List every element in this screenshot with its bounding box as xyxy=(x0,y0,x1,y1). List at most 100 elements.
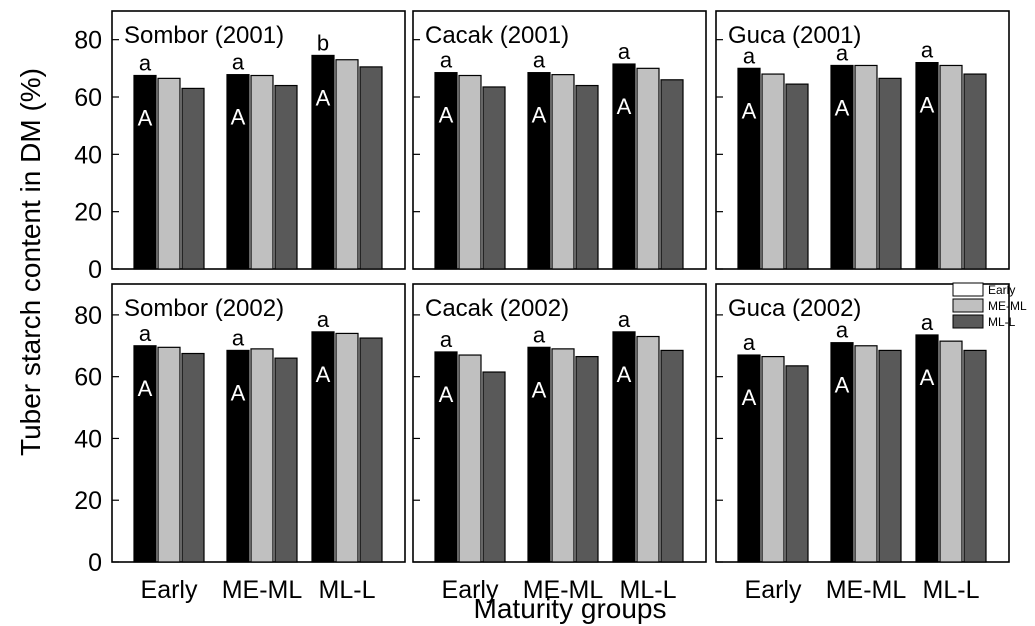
letter-lower: a xyxy=(139,51,152,76)
x-axis-label: Maturity groups xyxy=(474,593,667,624)
chart-panel-1: 0 20 40 60 80 Sombor (2001)a Aa Ab A xyxy=(74,10,406,284)
letter-lower: a xyxy=(533,48,546,73)
bar-early-s2 xyxy=(157,77,181,270)
bar-early-s3 xyxy=(482,86,506,270)
y-tick-label: 60 xyxy=(74,84,102,112)
letter-upper: A xyxy=(316,85,331,110)
y-tick-label: 0 xyxy=(88,256,102,284)
bar-ml-l-s2 xyxy=(636,335,660,563)
panel-title: Sombor (2002) xyxy=(124,295,284,322)
legend-swatch-3 xyxy=(952,314,984,329)
letter-upper: A xyxy=(138,376,153,401)
letter-upper: A xyxy=(532,377,547,402)
bar-ml-l-s3 xyxy=(660,79,684,270)
letter-lower: a xyxy=(618,39,631,64)
bar-me-ml-s1 xyxy=(527,72,551,270)
y-tick-label: 0 xyxy=(88,549,102,577)
letter-lower: a xyxy=(533,322,546,347)
bar-me-ml-s1 xyxy=(527,346,551,563)
letter-lower: a xyxy=(440,48,453,73)
x-tick-label: ML-L xyxy=(620,576,677,604)
panel-title: Guca (2002) xyxy=(728,295,861,322)
x-tick-label: ML-L xyxy=(319,576,376,604)
x-tick-label: ME-ML xyxy=(222,576,303,604)
panel-title: Cacak (2001) xyxy=(425,22,569,49)
bar-me-ml-s1 xyxy=(226,349,250,563)
bar-ml-l-s2 xyxy=(636,67,660,270)
letter-upper: A xyxy=(835,95,850,120)
y-tick-label: 20 xyxy=(74,199,102,227)
bar-ml-l-s2 xyxy=(939,64,963,270)
bar-me-ml-s2 xyxy=(854,64,878,270)
letter-upper: A xyxy=(742,98,757,123)
bar-me-ml-s2 xyxy=(551,74,575,270)
bar-ml-l-s3 xyxy=(963,73,987,270)
bar-ml-l-s3 xyxy=(963,349,987,563)
bar-early-s1 xyxy=(133,74,157,270)
bar-ml-l-s1 xyxy=(311,331,335,563)
bar-ml-l-s3 xyxy=(359,337,383,563)
x-tick-label: ME-ML xyxy=(523,576,604,604)
legend-label-3: ML-L xyxy=(988,315,1016,329)
bar-me-ml-s1 xyxy=(830,64,854,270)
bar-early-s3 xyxy=(482,371,506,563)
bar-ml-l-s1 xyxy=(612,63,636,270)
bar-me-ml-s3 xyxy=(274,357,298,563)
letter-lower: a xyxy=(836,40,849,65)
bar-early-s1 xyxy=(737,67,761,270)
bar-me-ml-s2 xyxy=(250,74,274,270)
x-tick-label: ML-L xyxy=(923,576,980,604)
letter-lower: a xyxy=(139,321,152,346)
letter-upper: A xyxy=(920,365,935,390)
bar-early-s3 xyxy=(181,352,205,563)
bar-me-ml-s2 xyxy=(250,348,274,563)
letter-lower: a xyxy=(836,318,849,343)
x-tick-label: ME-ML xyxy=(826,576,907,604)
x-tick-label: Early xyxy=(141,576,198,604)
bar-me-ml-s2 xyxy=(854,345,878,563)
bar-early-s2 xyxy=(761,73,785,270)
bar-ml-l-s1 xyxy=(612,331,636,563)
letter-lower: a xyxy=(440,327,453,352)
letter-lower: a xyxy=(743,330,756,355)
bar-early-s1 xyxy=(434,72,458,270)
letter-upper: A xyxy=(617,362,632,387)
letter-upper: A xyxy=(316,362,331,387)
letter-upper: A xyxy=(231,380,246,405)
y-axis-label: Tuber starch content in DM (%) xyxy=(15,68,46,456)
panel-title: Guca (2001) xyxy=(728,22,861,49)
legend-swatch-1 xyxy=(952,282,984,297)
letter-upper: A xyxy=(439,103,454,128)
panel-title: Sombor (2001) xyxy=(124,22,284,49)
bar-ml-l-s3 xyxy=(660,349,684,563)
bar-me-ml-s1 xyxy=(830,342,854,563)
letter-upper: A xyxy=(835,373,850,398)
bar-early-s2 xyxy=(761,355,785,563)
bar-ml-l-s1 xyxy=(311,54,335,270)
letter-upper: A xyxy=(532,103,547,128)
bar-ml-l-s1 xyxy=(915,334,939,563)
bar-early-s2 xyxy=(458,354,482,563)
letter-lower: a xyxy=(232,50,245,75)
x-tick-label: Early xyxy=(442,576,499,604)
letter-lower: a xyxy=(921,310,934,335)
legend-label-1: Early xyxy=(988,283,1015,297)
bar-early-s3 xyxy=(181,87,205,270)
y-tick-label: 80 xyxy=(74,27,102,55)
legend-label-2: ME-ML xyxy=(988,299,1027,313)
letter-lower: a xyxy=(743,43,756,68)
bar-me-ml-s1 xyxy=(226,74,250,270)
bar-early-s2 xyxy=(458,74,482,270)
bar-ml-l-s2 xyxy=(335,332,359,563)
letter-lower: a xyxy=(618,307,631,332)
bar-early-s1 xyxy=(133,345,157,563)
bar-early-s3 xyxy=(785,83,809,270)
bar-early-s1 xyxy=(737,354,761,563)
bar-ml-l-s2 xyxy=(939,340,963,563)
bar-ml-l-s3 xyxy=(359,66,383,270)
